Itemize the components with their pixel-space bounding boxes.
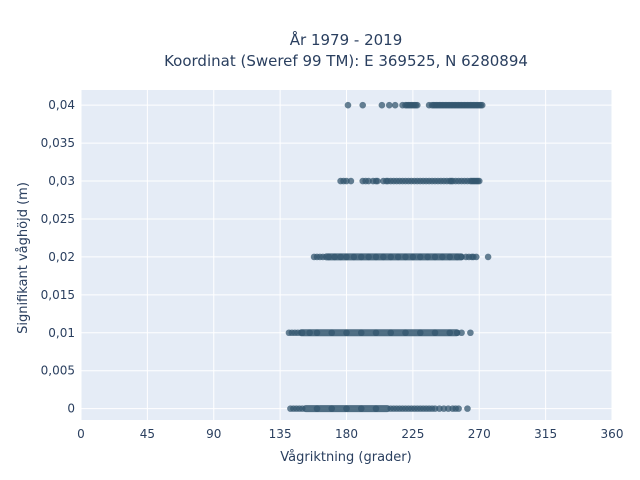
data-point (344, 101, 352, 109)
data-point (347, 177, 355, 185)
data-point (325, 253, 333, 261)
data-point (350, 253, 358, 261)
data-point (409, 253, 417, 261)
x-tick-labels: 0 45 90 135 180 225 270 315 360 (77, 427, 623, 441)
x-tick-label: 135 (269, 427, 292, 441)
data-point (484, 253, 492, 261)
data-point (431, 329, 439, 337)
y-tick-label: 0,04 (48, 98, 75, 112)
data-point (467, 329, 474, 337)
data-point (475, 177, 483, 185)
data-point (414, 101, 421, 109)
data-points (285, 101, 492, 413)
data-point (473, 253, 480, 261)
y-tick-labels: 0 0,005 0,01 0,015 0,02 0,025 0,03 0,035 0,04 (41, 98, 75, 415)
data-point (313, 329, 321, 337)
data-point (372, 253, 380, 261)
data-point (464, 405, 471, 412)
data-point (331, 253, 339, 261)
x-tick-label: 180 (335, 427, 358, 441)
data-point (446, 253, 454, 261)
data-point (337, 253, 344, 261)
x-tick-label: 90 (206, 427, 221, 441)
data-point (365, 253, 372, 261)
y-tick-label: 0,01 (48, 326, 75, 340)
x-tick-label: 45 (140, 427, 155, 441)
data-point (402, 253, 409, 261)
data-point (298, 329, 306, 337)
x-tick-label: 360 (601, 427, 624, 441)
data-point (359, 101, 367, 109)
data-point (446, 329, 454, 337)
y-tick-label: 0,015 (41, 288, 75, 302)
data-point (313, 405, 321, 412)
data-point (306, 329, 313, 337)
data-point (343, 253, 350, 261)
data-point (372, 329, 380, 337)
data-point (455, 405, 462, 412)
data-point (357, 329, 365, 337)
y-tick-label: 0 (67, 402, 75, 416)
data-point (343, 405, 350, 412)
y-tick-label: 0,005 (41, 364, 75, 378)
data-point (402, 329, 409, 337)
data-point (387, 329, 395, 337)
x-tick-label: 225 (401, 427, 424, 441)
data-point (328, 329, 336, 337)
data-point (424, 253, 431, 261)
data-point (319, 253, 327, 261)
data-point (439, 253, 446, 261)
data-point (416, 253, 424, 261)
data-point (431, 253, 439, 261)
data-point (372, 405, 380, 412)
y-tick-label: 0,03 (48, 174, 75, 188)
y-tick-label: 0,025 (41, 212, 75, 226)
data-point (343, 329, 350, 337)
x-tick-label: 315 (534, 427, 557, 441)
data-point (380, 253, 387, 261)
chart-title: År 1979 - 2019 (290, 30, 403, 49)
data-point (298, 405, 306, 412)
y-axis-title: Signifikant våghöjd (m) (16, 182, 31, 334)
data-point (357, 253, 365, 261)
x-tick-label: 270 (468, 427, 491, 441)
data-point (378, 101, 386, 109)
data-point (357, 405, 365, 412)
data-point (328, 405, 336, 412)
data-point (394, 253, 402, 261)
y-tick-label: 0,02 (48, 250, 75, 264)
data-point (385, 101, 393, 109)
data-point (478, 101, 486, 109)
data-point (458, 329, 465, 337)
chart-subtitle: Koordinat (Sweref 99 TM): E 369525, N 62… (164, 52, 528, 70)
data-point (387, 253, 395, 261)
x-tick-label: 0 (77, 427, 85, 441)
data-point (391, 101, 399, 109)
data-point (416, 329, 424, 337)
data-point (374, 177, 381, 185)
y-tick-label: 0,035 (41, 136, 75, 150)
x-axis-title: Vågriktning (grader) (280, 450, 411, 465)
